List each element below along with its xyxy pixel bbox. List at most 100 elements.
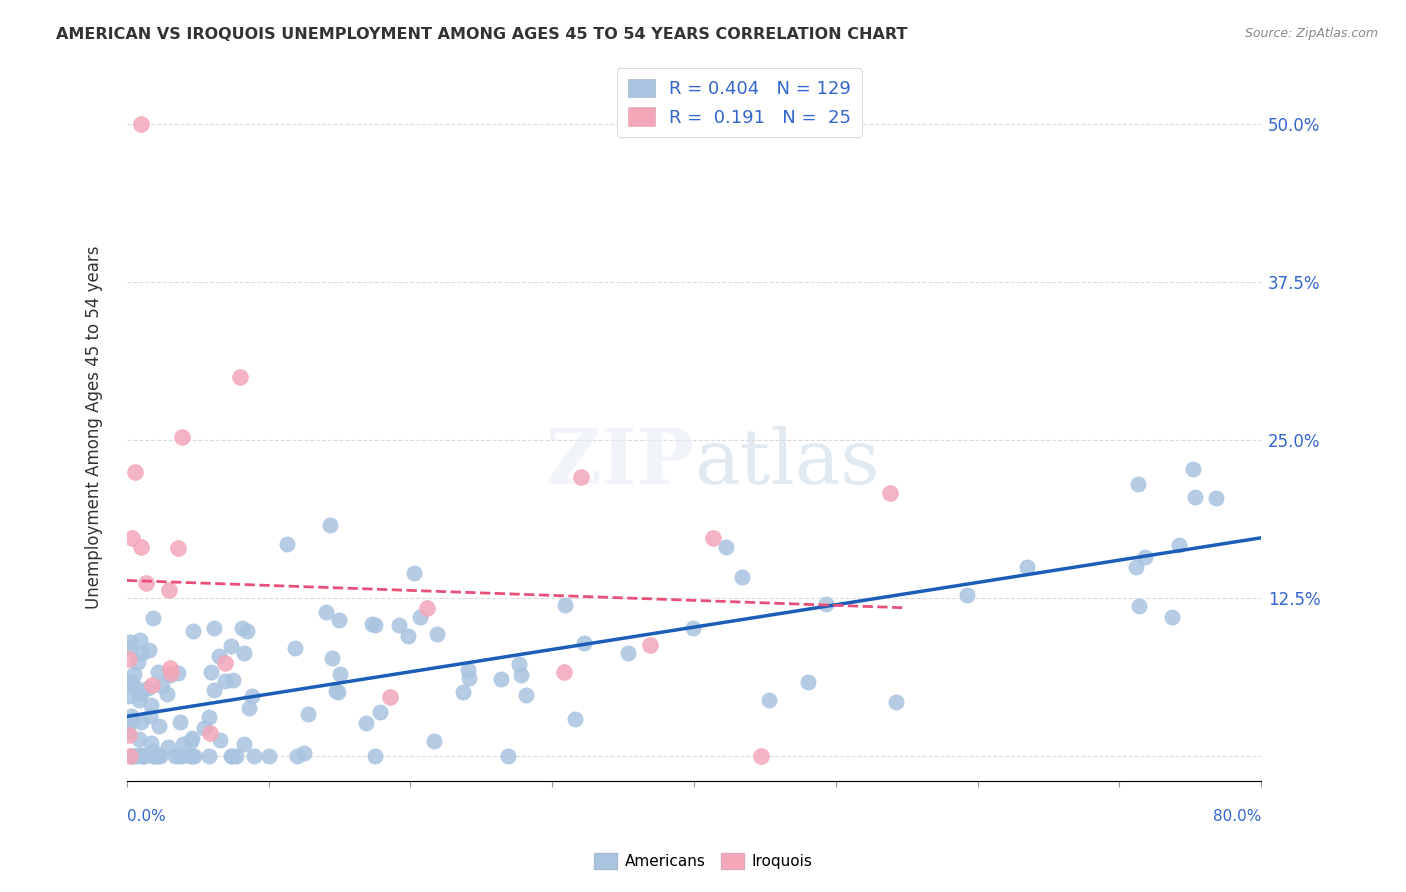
Point: [202, 621, 225, 635]
Text: atlas: atlas: [695, 425, 879, 500]
Point: [118, 748, 141, 763]
Text: 0.0%: 0.0%: [127, 809, 166, 824]
Point: [496, 748, 519, 763]
Point: [1181, 461, 1204, 475]
Point: [276, 537, 298, 551]
Point: [202, 682, 225, 697]
Point: [172, 430, 194, 444]
Point: [1133, 549, 1156, 564]
Point: [425, 627, 447, 641]
Point: [361, 617, 384, 632]
Point: [121, 676, 143, 690]
Point: [142, 748, 165, 763]
Point: [326, 685, 349, 699]
Point: [141, 698, 163, 712]
Point: [131, 646, 153, 660]
Point: [409, 610, 432, 624]
Point: [160, 665, 183, 680]
Point: [515, 688, 537, 702]
Point: [731, 569, 754, 583]
Point: [172, 748, 194, 763]
Point: [378, 690, 401, 704]
Point: [553, 665, 575, 680]
Point: [148, 748, 170, 763]
Point: [129, 714, 152, 729]
Point: [117, 724, 139, 739]
Point: [569, 469, 592, 483]
Point: [129, 633, 152, 648]
Legend: Americans, Iroquois: Americans, Iroquois: [588, 847, 818, 875]
Point: [1168, 538, 1191, 552]
Point: [180, 731, 202, 746]
Point: [121, 714, 143, 728]
Point: [458, 671, 481, 685]
Point: [242, 748, 264, 763]
Point: [156, 687, 179, 701]
Y-axis label: Unemployment Among Ages 45 to 54 years: Unemployment Among Ages 45 to 54 years: [86, 245, 103, 609]
Point: [489, 672, 512, 686]
Point: [131, 686, 153, 700]
Point: [121, 531, 143, 545]
Point: [197, 748, 219, 763]
Point: [235, 624, 257, 638]
Point: [131, 748, 153, 763]
Point: [315, 605, 337, 619]
Point: [180, 733, 202, 747]
Point: [1128, 477, 1150, 491]
Point: [149, 748, 172, 763]
Point: [214, 656, 236, 670]
Point: [165, 748, 187, 763]
Point: [222, 673, 245, 688]
Point: [131, 748, 153, 763]
Text: AMERICAN VS IROQUOIS UNEMPLOYMENT AMONG AGES 45 TO 54 YEARS CORRELATION CHART: AMERICAN VS IROQUOIS UNEMPLOYMENT AMONG …: [56, 27, 908, 42]
Point: [142, 611, 165, 625]
Point: [714, 540, 737, 554]
Point: [363, 617, 385, 632]
Point: [159, 668, 181, 682]
Point: [167, 748, 190, 763]
Point: [166, 541, 188, 556]
Point: [284, 641, 307, 656]
Point: [225, 748, 247, 763]
Point: [297, 707, 319, 722]
Point: [209, 733, 232, 747]
Point: [124, 748, 146, 763]
Point: [682, 622, 704, 636]
Point: [148, 719, 170, 733]
Point: [319, 518, 342, 533]
Point: [229, 369, 252, 384]
Point: [200, 665, 222, 679]
Point: [751, 748, 773, 763]
Point: [508, 657, 530, 672]
Point: [138, 643, 160, 657]
Text: ZIP: ZIP: [546, 425, 695, 500]
Point: [1184, 490, 1206, 504]
Point: [193, 721, 215, 735]
Point: [285, 748, 308, 763]
Point: [232, 737, 254, 751]
Legend: R = 0.404   N = 129, R =  0.191   N =  25: R = 0.404 N = 129, R = 0.191 N = 25: [617, 68, 862, 137]
Point: [150, 679, 173, 693]
Point: [416, 600, 439, 615]
Point: [233, 646, 256, 660]
Point: [124, 466, 146, 480]
Point: [214, 673, 236, 688]
Point: [181, 748, 204, 763]
Point: [129, 748, 152, 763]
Point: [564, 712, 586, 726]
Point: [136, 681, 159, 695]
Point: [797, 674, 820, 689]
Point: [388, 618, 411, 632]
Point: [616, 646, 638, 660]
Point: [120, 635, 142, 649]
Point: [221, 748, 243, 763]
Point: [120, 640, 142, 655]
Point: [329, 667, 352, 681]
Point: [139, 708, 162, 723]
Point: [572, 635, 595, 649]
Point: [129, 117, 152, 131]
Point: [423, 734, 446, 748]
Point: [554, 598, 576, 612]
Point: [128, 693, 150, 707]
Point: [141, 678, 163, 692]
